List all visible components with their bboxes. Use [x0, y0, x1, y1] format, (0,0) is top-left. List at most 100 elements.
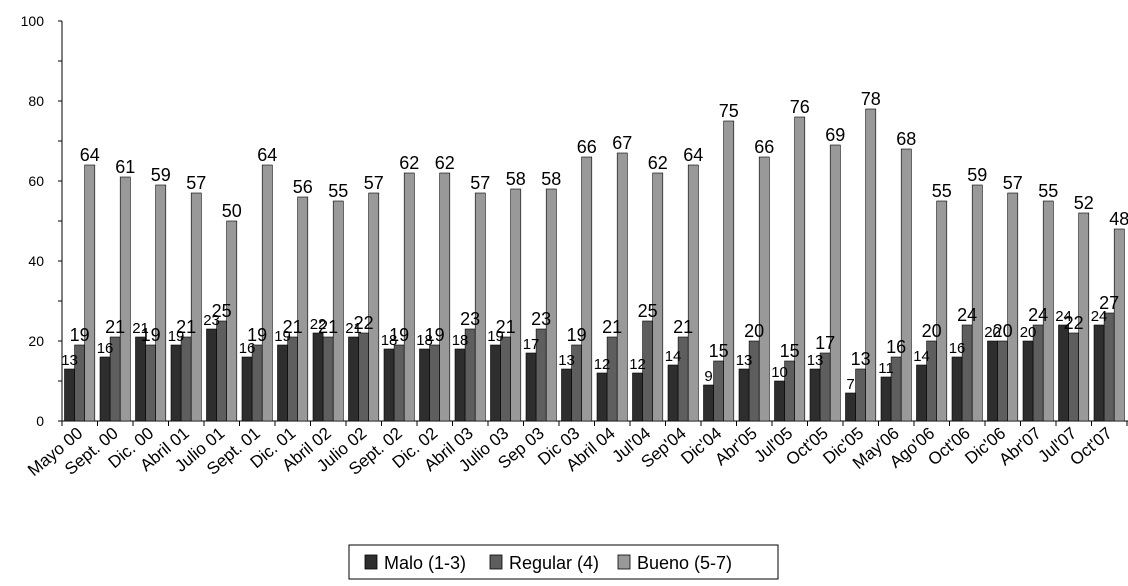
legend-label: Bueno (5-7) — [637, 553, 732, 573]
bar — [687, 164, 699, 422]
bar — [616, 152, 628, 422]
data-label: 23 — [531, 309, 551, 329]
data-label: 21 — [132, 320, 149, 337]
legend-swatch — [489, 554, 503, 570]
bar — [971, 184, 983, 422]
legend-swatch — [617, 554, 631, 570]
data-label: 13 — [61, 352, 78, 369]
bar — [713, 360, 724, 422]
data-label: 62 — [435, 153, 455, 173]
bar — [632, 372, 643, 422]
data-label: 64 — [80, 145, 100, 165]
data-label: 24 — [1091, 308, 1108, 325]
data-label: 9 — [704, 368, 712, 385]
bar — [332, 200, 344, 422]
data-label: 76 — [790, 97, 810, 117]
data-label: 27 — [1099, 293, 1119, 313]
data-label: 22 — [310, 316, 327, 333]
bar — [64, 368, 75, 422]
bar — [774, 380, 785, 422]
bar — [180, 336, 192, 422]
bar — [809, 368, 821, 422]
data-label: 52 — [1074, 193, 1094, 213]
bar — [368, 192, 380, 422]
data-label: 64 — [683, 145, 703, 165]
data-label: 62 — [648, 153, 668, 173]
data-label: 64 — [257, 145, 277, 165]
legend: Malo (1-3) Regular (4) Bueno (5-7) — [348, 544, 779, 580]
data-label: 57 — [186, 173, 206, 193]
bar — [738, 368, 750, 422]
bar — [216, 320, 228, 422]
data-label: 59 — [151, 165, 171, 185]
data-label: 16 — [886, 337, 906, 357]
bar — [454, 348, 466, 422]
bar — [322, 336, 334, 422]
data-label: 24 — [957, 305, 977, 325]
data-label: 13 — [558, 352, 575, 369]
bar — [916, 364, 927, 422]
bar — [758, 156, 770, 422]
data-label: 19 — [141, 325, 161, 345]
bar — [1078, 212, 1090, 422]
bar — [900, 148, 912, 422]
bar — [99, 356, 111, 422]
bar — [241, 356, 253, 422]
data-label: 57 — [1003, 173, 1023, 193]
bar — [1007, 192, 1019, 422]
data-label: 15 — [709, 341, 729, 361]
y-tick-label: 20 — [28, 333, 44, 349]
data-label: 19 — [389, 325, 409, 345]
data-label: 14 — [913, 348, 930, 365]
data-label: 50 — [222, 201, 242, 221]
data-label: 19 — [274, 328, 291, 345]
y-tick-label: 100 — [21, 13, 45, 29]
data-label: 61 — [115, 157, 135, 177]
bar — [119, 176, 131, 422]
data-label: 62 — [399, 153, 419, 173]
bar — [1022, 340, 1034, 422]
bar — [667, 364, 679, 422]
data-label: 16 — [97, 340, 114, 357]
data-label: 20 — [984, 324, 1001, 341]
bar — [419, 348, 430, 422]
bar — [358, 332, 370, 422]
bar — [703, 384, 714, 422]
data-label: 22 — [1064, 313, 1084, 333]
data-label: 16 — [949, 340, 966, 357]
data-label: 55 — [932, 181, 952, 201]
bar — [829, 144, 841, 422]
data-label: 57 — [470, 173, 490, 193]
data-label: 21 — [345, 320, 362, 337]
bar — [880, 376, 892, 422]
bar — [596, 372, 608, 422]
data-label: 18 — [452, 332, 469, 349]
data-label: 19 — [247, 325, 267, 345]
y-tick-label: 0 — [36, 413, 44, 429]
data-label: 21 — [318, 317, 338, 337]
bar — [865, 108, 877, 422]
data-label: 12 — [629, 356, 646, 373]
bar — [135, 336, 146, 422]
data-label: 7 — [846, 376, 854, 393]
data-label: 18 — [416, 332, 433, 349]
data-label: 20 — [1020, 324, 1037, 341]
data-label: 12 — [594, 356, 611, 373]
bar — [525, 352, 537, 422]
legend-label: Regular (4) — [509, 553, 599, 573]
data-label: 78 — [861, 89, 881, 109]
data-label: 13 — [807, 352, 824, 369]
bar — [190, 192, 202, 422]
bar — [951, 356, 963, 422]
data-label: 18 — [381, 332, 398, 349]
data-label: 20 — [993, 321, 1013, 341]
bar — [474, 192, 486, 422]
data-label: 75 — [719, 101, 739, 121]
data-label: 21 — [496, 317, 516, 337]
data-label: 25 — [212, 301, 232, 321]
bar — [145, 344, 157, 422]
bar — [794, 116, 806, 422]
legend-box — [348, 544, 779, 580]
bar — [845, 392, 856, 422]
data-label: 66 — [577, 137, 597, 157]
